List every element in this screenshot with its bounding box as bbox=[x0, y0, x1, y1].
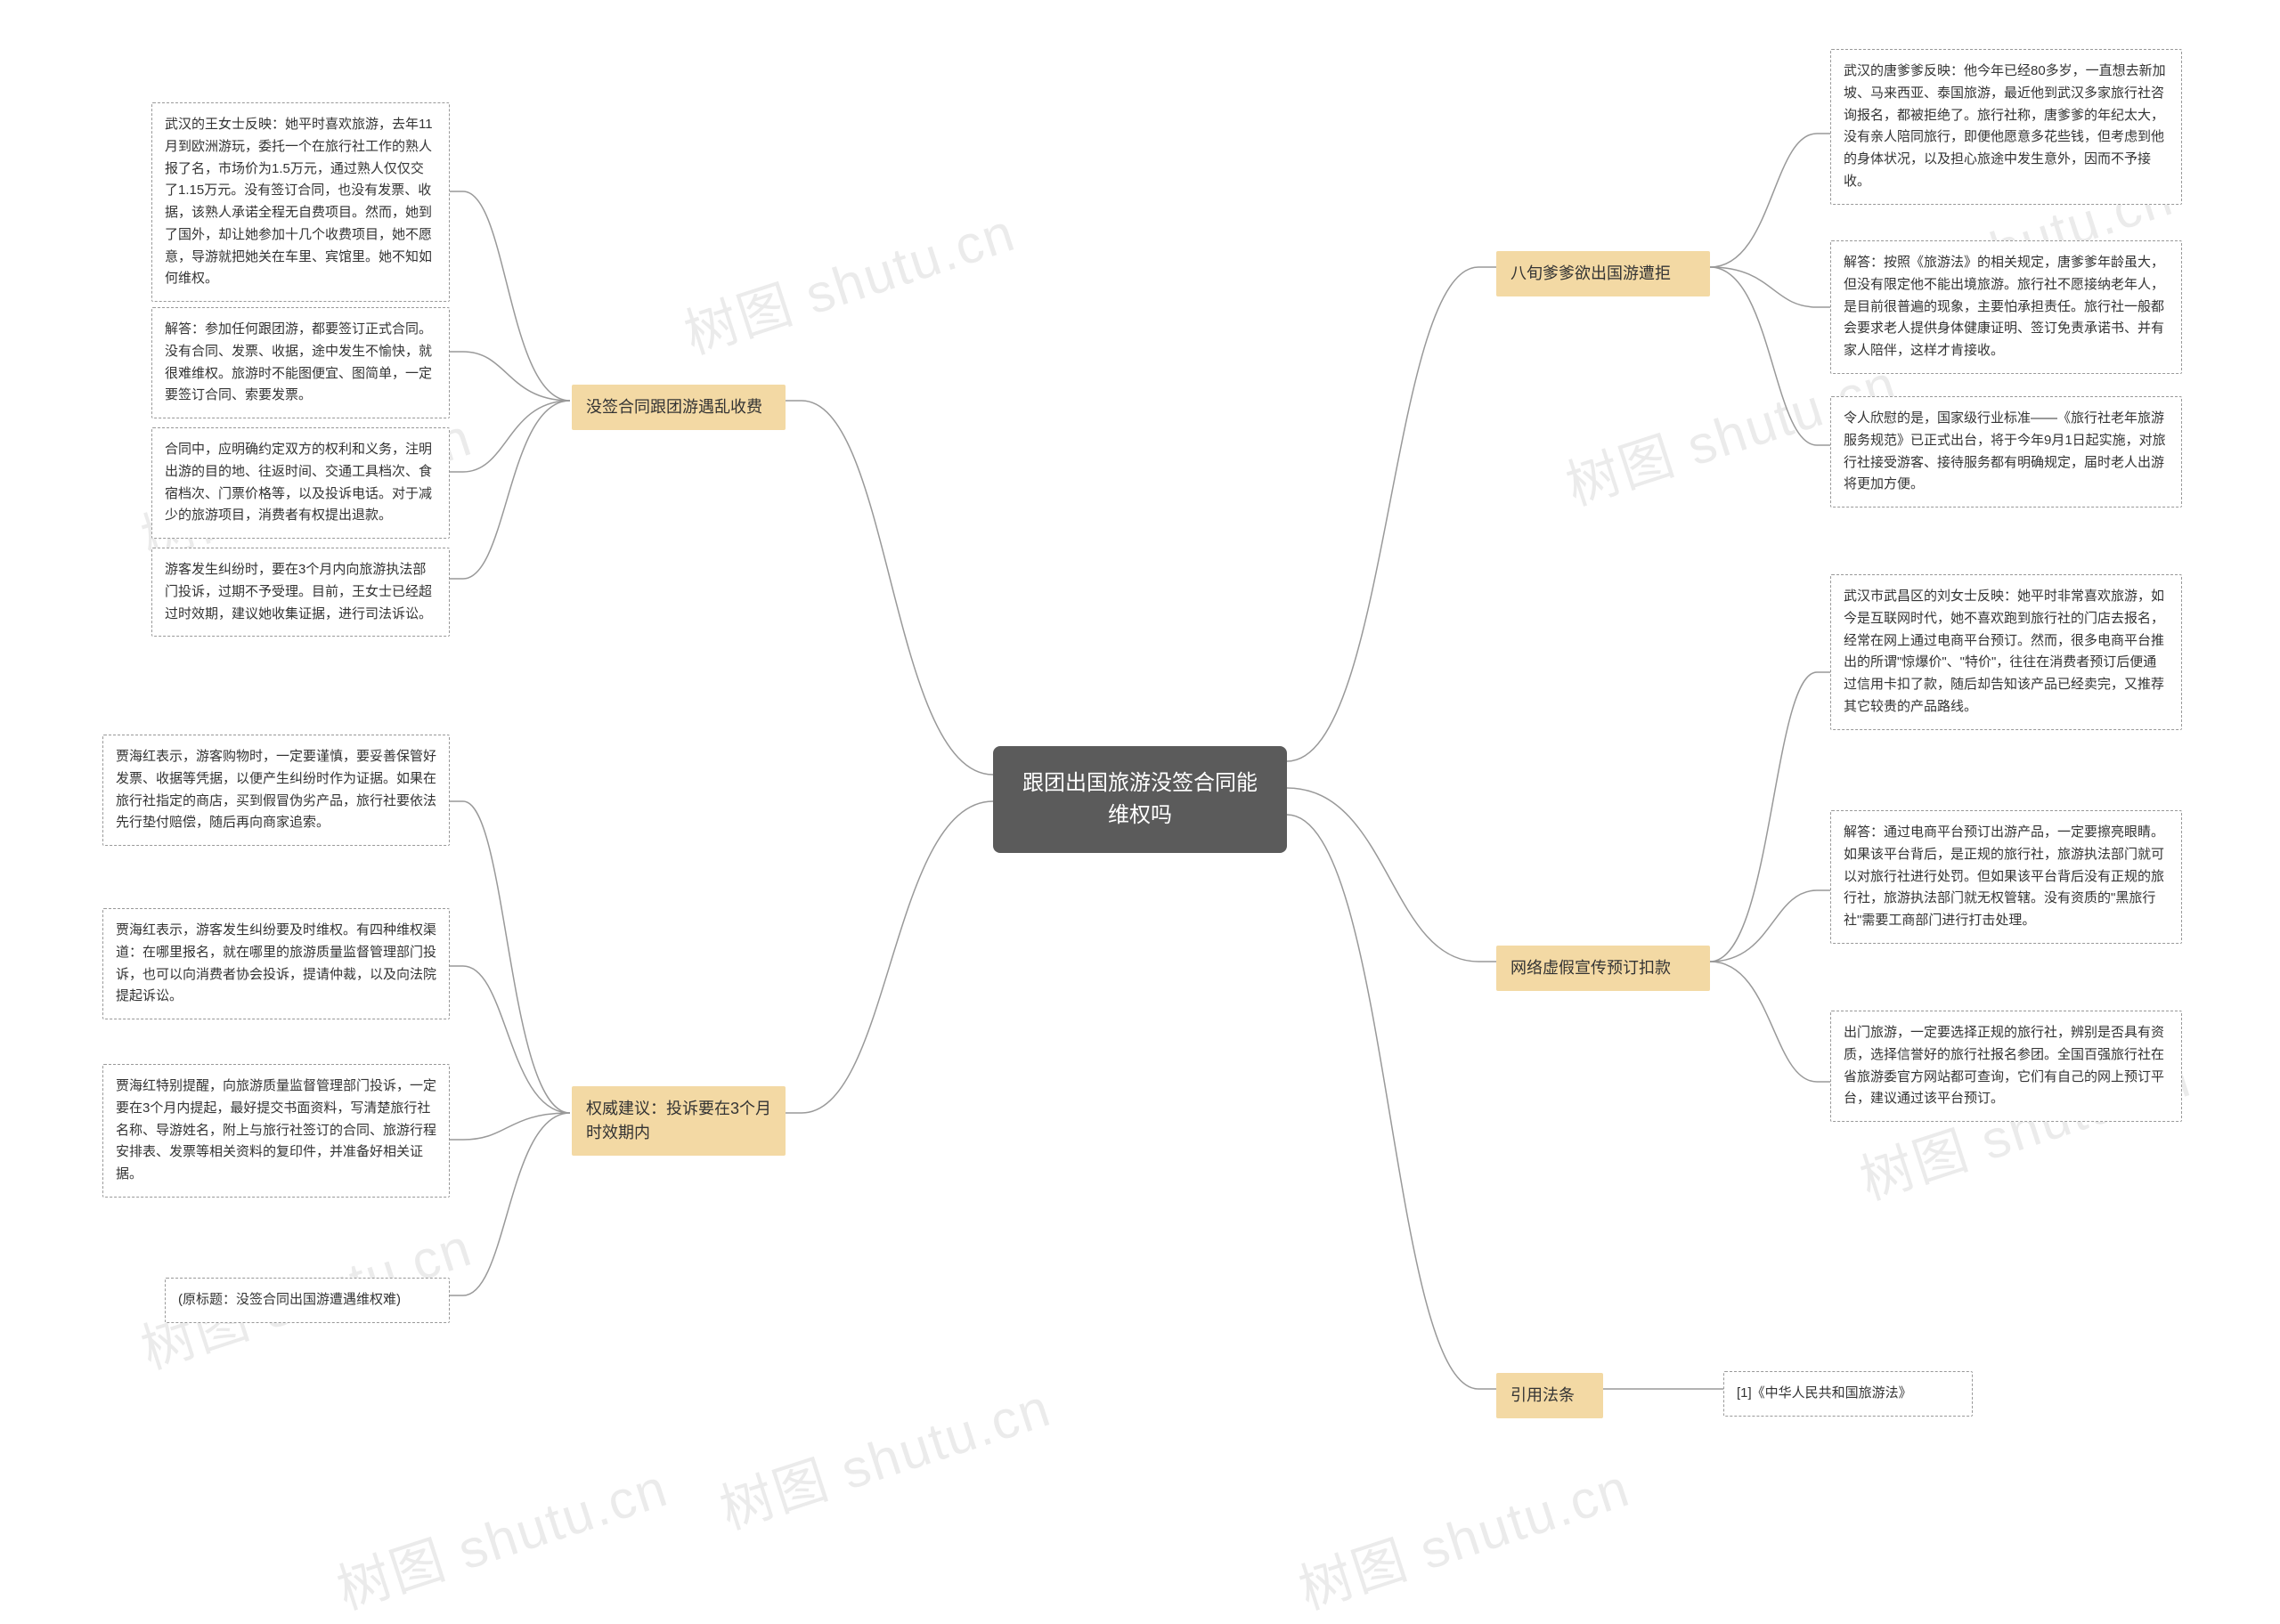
leaf-node: [1]《中华人民共和国旅游法》 bbox=[1723, 1371, 1973, 1417]
root-node: 跟团出国旅游没签合同能维权吗 bbox=[993, 746, 1287, 853]
leaf-node: 令人欣慰的是，国家级行业标准——《旅行社老年旅游服务规范》已正式出台，将于今年9… bbox=[1830, 396, 2182, 508]
branch-node-b3: 八旬爹爹欲出国游遭拒 bbox=[1496, 251, 1710, 296]
leaf-node: 贾海红特别提醒，向旅游质量监督管理部门投诉，一定要在3个月内提起，最好提交书面资… bbox=[102, 1064, 450, 1198]
leaf-node: 武汉的唐爹爹反映：他今年已经80多岁，一直想去新加坡、马来西亚、泰国旅游，最近他… bbox=[1830, 49, 2182, 205]
mindmap-canvas: 树图 shutu.cn 树图 shutu.cn 树图 shutu.cn 树图 s… bbox=[0, 0, 2280, 1577]
leaf-node: 贾海红表示，游客发生纠纷要及时维权。有四种维权渠道：在哪里报名，就在哪里的旅游质… bbox=[102, 908, 450, 1019]
branch-node-b2: 权威建议：投诉要在3个月时效期内 bbox=[572, 1086, 786, 1156]
watermark: 树图 shutu.cn bbox=[326, 1445, 677, 1624]
leaf-node: 合同中，应明确约定双方的权利和义务，注明出游的目的地、往返时间、交通工具档次、食… bbox=[151, 427, 450, 539]
leaf-node: 武汉市武昌区的刘女士反映：她平时非常喜欢旅游，如今是互联网时代，她不喜欢跑到旅行… bbox=[1830, 574, 2182, 730]
branch-node-b4: 网络虚假宣传预订扣款 bbox=[1496, 946, 1710, 991]
leaf-node: 解答：参加任何跟团游，都要签订正式合同。没有合同、发票、收据，途中发生不愉快，就… bbox=[151, 307, 450, 418]
watermark: 树图 shutu.cn bbox=[1288, 1445, 1639, 1624]
leaf-node: 贾海红表示，游客购物时，一定要谨慎，要妥善保管好发票、收据等凭据，以便产生纠纷时… bbox=[102, 735, 450, 846]
leaf-node: 游客发生纠纷时，要在3个月内向旅游执法部门投诉，过期不予受理。目前，王女士已经超… bbox=[151, 548, 450, 637]
watermark: 树图 shutu.cn bbox=[673, 190, 1024, 369]
leaf-node: 武汉的王女士反映：她平时喜欢旅游，去年11月到欧洲游玩，委托一个在旅行社工作的熟… bbox=[151, 102, 450, 302]
leaf-node: 出门旅游，一定要选择正规的旅行社，辨别是否具有资质，选择信誉好的旅行社报名参团。… bbox=[1830, 1011, 2182, 1122]
leaf-node: 解答：按照《旅游法》的相关规定，唐爹爹年龄虽大，但没有限定他不能出境旅游。旅行社… bbox=[1830, 240, 2182, 374]
watermark: 树图 shutu.cn bbox=[709, 1365, 1060, 1545]
branch-node-b1: 没签合同跟团游遇乱收费 bbox=[572, 385, 786, 430]
leaf-node: 解答：通过电商平台预订出游产品，一定要擦亮眼睛。如果该平台背后，是正规的旅行社，… bbox=[1830, 810, 2182, 944]
leaf-node: (原标题：没签合同出国游遭遇维权难) bbox=[165, 1278, 450, 1323]
branch-node-b5: 引用法条 bbox=[1496, 1373, 1603, 1418]
